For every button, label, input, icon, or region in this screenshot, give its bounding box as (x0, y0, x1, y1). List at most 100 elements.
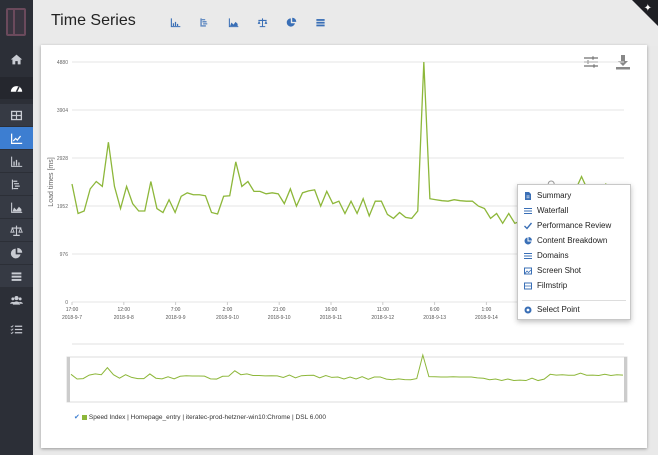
x-tick-time: 1:00 (482, 307, 492, 313)
navigator-handle-right[interactable] (624, 357, 627, 402)
sidebar-item-time-series[interactable] (0, 127, 33, 149)
menu-item-label: Screen Shot (537, 266, 582, 275)
waterfall-icon (11, 179, 20, 189)
image-icon (524, 267, 532, 274)
target-icon (524, 306, 532, 313)
app-logo (6, 8, 26, 36)
sidebar-item-compare[interactable] (0, 219, 33, 241)
menu-item-label: Filmstrip (537, 281, 568, 290)
menu-item-label: Select Point (537, 305, 580, 314)
corner-ribbon (632, 0, 658, 26)
x-tick-date: 2018-9-9 (166, 315, 186, 321)
list-icon (316, 18, 325, 26)
y-axis-label: Load times [ms] (48, 157, 55, 206)
x-tick-date: 2018-9-8 (114, 315, 134, 321)
menu-item-select-point[interactable]: Select Point (518, 302, 630, 317)
line-chart-icon (11, 133, 23, 144)
menu-item-domains[interactable]: Domains (518, 248, 630, 263)
wrench-icon[interactable]: ✦ (643, 3, 652, 14)
menu-item-label: Content Breakdown (537, 236, 608, 245)
y-tick-label: 1952 (57, 204, 68, 210)
y-tick-label: 976 (60, 252, 69, 258)
scale-icon (257, 17, 268, 27)
home-icon (10, 54, 23, 64)
menu-item-label: Performance Review (537, 221, 612, 230)
chart-legend[interactable]: ✔ Speed Index | Homepage_entry | iterate… (74, 413, 327, 422)
legend-label: Speed Index | Homepage_entry | iteratec-… (88, 413, 327, 421)
pie-chart-icon (10, 247, 23, 258)
film-icon (524, 282, 532, 289)
view-area-chart-button[interactable] (228, 16, 257, 28)
navigator-series-line (70, 353, 624, 382)
sidebar-item-home[interactable] (0, 48, 33, 70)
view-list-button[interactable] (315, 16, 344, 28)
x-tick-time: 16:00 (325, 307, 338, 313)
x-tick-date: 2018-9-13 (423, 315, 446, 321)
sidebar-item-users[interactable] (0, 289, 33, 311)
menu-item-label: Waterfall (537, 206, 569, 215)
sidebar-item-pie-chart[interactable] (0, 242, 33, 264)
x-tick-date: 2018-9-7 (62, 315, 82, 321)
menu-item-content-breakdown[interactable]: Content Breakdown (518, 233, 630, 248)
bars-icon (524, 207, 532, 214)
x-tick-time: 11:00 (377, 307, 389, 313)
pie-chart-icon (286, 17, 297, 27)
x-tick-time: 12:00 (118, 307, 131, 313)
area-chart-icon (228, 17, 239, 27)
sidebar (0, 0, 33, 455)
menu-item-screen-shot[interactable]: Screen Shot (518, 263, 630, 278)
scale-icon (10, 225, 23, 236)
point-context-menu: Summary Waterfall Performance Review Con… (517, 184, 631, 320)
x-tick-date: 2018-9-10 (268, 315, 291, 321)
pie-chart-icon (524, 236, 532, 244)
view-switcher (170, 16, 344, 28)
download-icon (616, 55, 630, 70)
page-title: Time Series (51, 12, 136, 29)
x-tick-time: 6:00 (430, 307, 440, 313)
y-tick-label: 2928 (57, 156, 68, 162)
view-pie-chart-button[interactable] (286, 16, 315, 28)
list-icon (11, 271, 22, 281)
menu-item-waterfall[interactable]: Waterfall (518, 203, 630, 218)
legend-check-icon: ✔ (74, 414, 80, 421)
page-header: Time Series ✦ (33, 0, 658, 46)
menu-item-label: Domains (537, 251, 569, 260)
table-icon (10, 110, 23, 120)
y-tick-label: 3904 (57, 108, 68, 114)
x-tick-time: 7:00 (171, 307, 181, 313)
area-chart-icon (11, 202, 23, 213)
y-tick-label: 0 (65, 300, 68, 306)
navigator-handle-left[interactable] (67, 357, 70, 402)
download-button[interactable] (615, 54, 633, 70)
x-tick-date: 2018-9-11 (320, 315, 343, 321)
sidebar-item-checklist[interactable] (0, 318, 33, 340)
checklist-icon (10, 324, 23, 334)
users-icon (10, 295, 23, 305)
sidebar-item-area-chart[interactable] (0, 196, 33, 218)
check-icon (524, 222, 532, 230)
x-tick-time: 21:00 (273, 307, 286, 313)
menu-item-filmstrip[interactable]: Filmstrip (518, 278, 630, 293)
sidebar-item-list[interactable] (0, 265, 33, 287)
sidebar-item-dashboard[interactable] (0, 77, 33, 99)
sidebar-item-table[interactable] (0, 104, 33, 126)
dashboard-icon (10, 85, 23, 92)
x-tick-date: 2018-9-10 (216, 315, 239, 321)
view-compare-button[interactable] (257, 16, 286, 28)
menu-item-label: Summary (537, 191, 572, 200)
view-line-chart-button[interactable] (170, 16, 199, 28)
menu-item-performance-review[interactable]: Performance Review (518, 218, 630, 233)
sidebar-item-waterfall[interactable] (0, 173, 33, 195)
x-tick-date: 2018-9-12 (371, 315, 394, 321)
document-icon (525, 191, 531, 200)
x-tick-time: 17:00 (66, 307, 79, 313)
sidebar-item-bar-chart[interactable] (0, 150, 33, 172)
line-chart-icon (170, 17, 181, 27)
view-waterfall-button[interactable] (199, 16, 228, 28)
waterfall-icon (200, 17, 208, 27)
menu-divider (522, 300, 626, 301)
legend-color-swatch (81, 414, 87, 420)
x-tick-date: 2018-9-14 (475, 315, 498, 321)
menu-item-summary[interactable]: Summary (518, 188, 630, 203)
